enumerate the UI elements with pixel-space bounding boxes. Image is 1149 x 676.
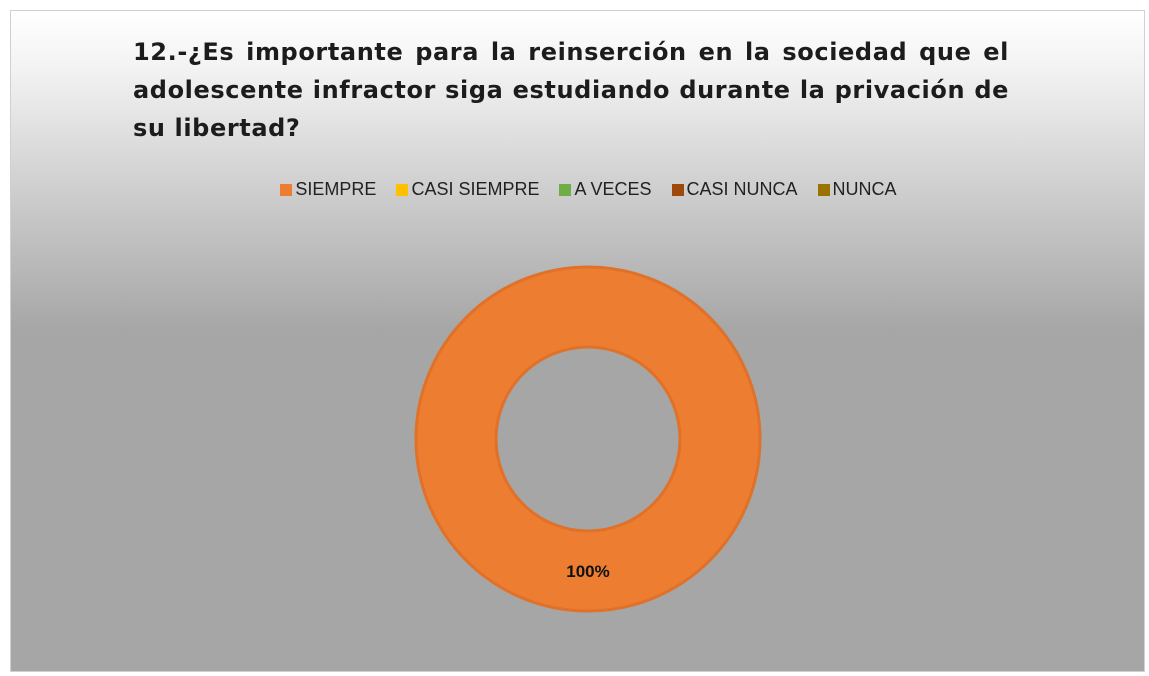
chart-title: 12.-¿Es importante para la reinserción e…	[133, 38, 1009, 142]
legend-label: CASI SIEMPRE	[411, 179, 540, 199]
legend-swatch	[817, 183, 830, 196]
legend-label: SIEMPRE	[295, 179, 377, 199]
legend-item-siempre: SIEMPRE	[280, 179, 376, 200]
donut-chart: 100%	[414, 265, 762, 613]
slices-group	[414, 265, 762, 613]
legend-swatch	[396, 183, 409, 196]
legend-item-a-veces: A VECES	[559, 179, 652, 200]
data-labels-group: 100%	[566, 562, 609, 581]
legend: SIEMPRE CASI SIEMPRE A VECES CASI NUNCA NUNC…	[11, 179, 1144, 200]
legend-item-nunca: NUNCA	[817, 179, 897, 200]
legend-swatch	[280, 183, 293, 196]
legend-item-casi-nunca: CASI NUNCA	[671, 179, 798, 200]
chart-area: 12.-¿Es importante para la reinserción e…	[10, 10, 1145, 672]
legend-swatch	[559, 183, 572, 196]
legend-swatch	[671, 183, 684, 196]
legend-item-casi-siempre: CASI SIEMPRE	[396, 179, 539, 200]
legend-label: CASI NUNCA	[686, 179, 798, 199]
donut-slice-siempre	[414, 265, 762, 613]
legend-label: NUNCA	[832, 179, 897, 199]
legend-label: A VECES	[574, 179, 652, 199]
data-label-siempre: 100%	[566, 562, 609, 581]
